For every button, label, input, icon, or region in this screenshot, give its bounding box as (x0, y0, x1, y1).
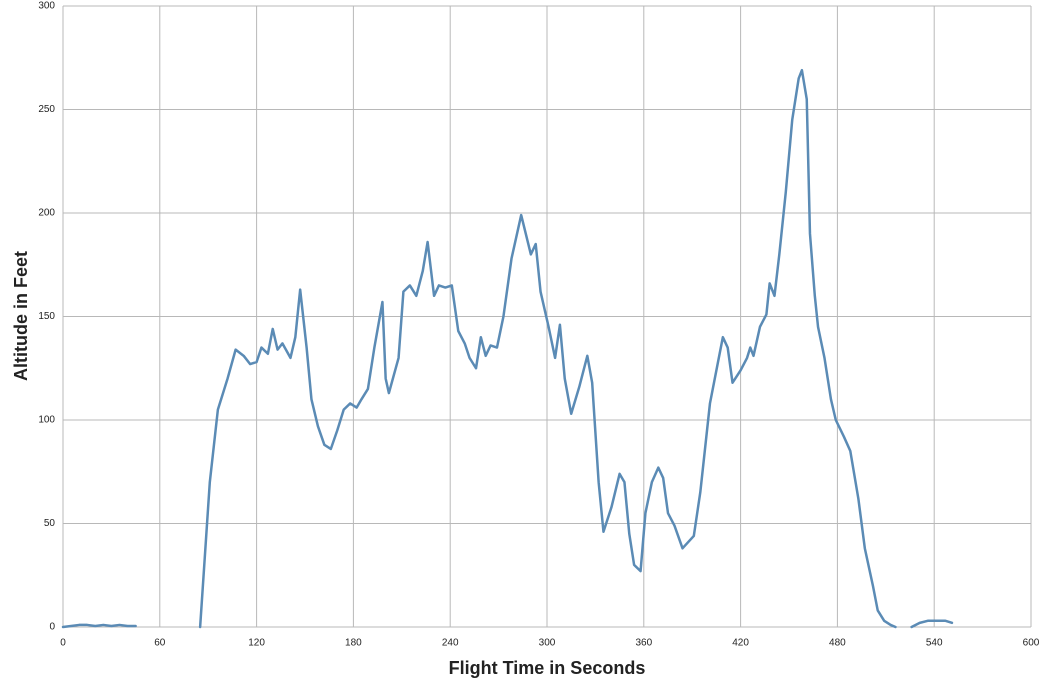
x-tick-label: 60 (154, 638, 166, 649)
x-tick-label: 240 (442, 638, 459, 649)
x-tick-label: 360 (635, 638, 652, 649)
x-tick-label: 300 (539, 638, 556, 649)
y-tick-label: 200 (38, 208, 55, 219)
y-tick-label: 0 (49, 622, 55, 633)
y-tick-label: 150 (38, 311, 55, 322)
y-tick-label: 50 (44, 518, 56, 529)
y-tick-label: 300 (38, 1, 55, 12)
x-axis-title: Flight Time in Seconds (449, 658, 646, 678)
x-tick-label: 540 (926, 638, 943, 649)
x-tick-label: 180 (345, 638, 362, 649)
y-tick-label: 250 (38, 104, 55, 115)
y-tick-label: 100 (38, 415, 55, 426)
x-tick-label: 420 (732, 638, 749, 649)
x-tick-label: 120 (248, 638, 265, 649)
x-tick-label: 480 (829, 638, 846, 649)
y-axis-title: Altitude in Feet (11, 251, 31, 381)
x-tick-label: 600 (1023, 638, 1040, 649)
x-tick-label: 0 (60, 638, 66, 649)
data-line (61, 68, 954, 629)
